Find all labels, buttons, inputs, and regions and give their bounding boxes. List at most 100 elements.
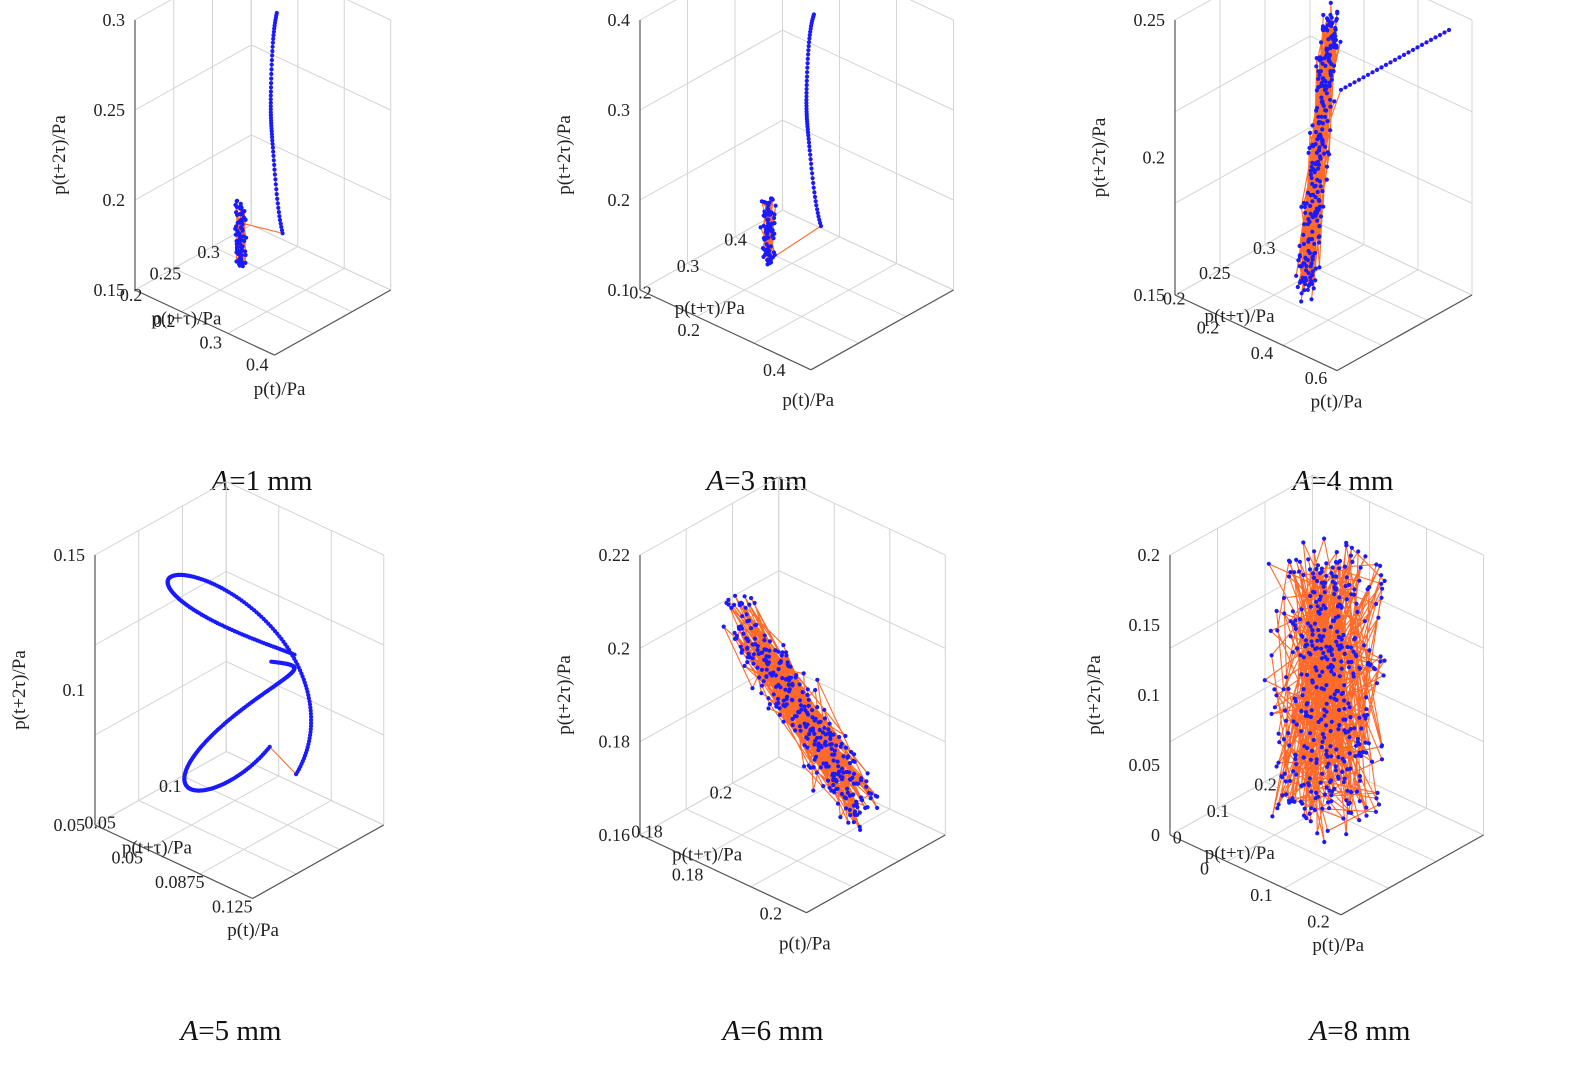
trajectory-point — [1334, 574, 1339, 579]
trajectory-point — [1336, 755, 1341, 760]
z-tick-label: 0.1 — [1138, 685, 1161, 705]
trajectory-point — [1357, 715, 1362, 720]
trajectory-point — [785, 660, 790, 665]
caption-variable: A — [705, 465, 725, 497]
trajectory-point — [804, 90, 809, 95]
trajectory-point — [1419, 42, 1425, 48]
trajectory-point — [1301, 572, 1306, 578]
trajectory-point — [1315, 563, 1321, 568]
trajectory-point — [1366, 741, 1371, 746]
trajectory-point — [1307, 811, 1312, 816]
trajectory-point — [275, 201, 280, 206]
trajectory-point — [1272, 705, 1277, 710]
trajectory-point — [765, 262, 770, 267]
trajectory-point — [831, 782, 836, 788]
trajectory-point — [771, 670, 776, 675]
trajectory-point — [1325, 16, 1330, 21]
trajectory-point — [279, 224, 284, 230]
trajectory-point — [1305, 287, 1310, 292]
trajectory-point — [742, 594, 747, 599]
trajectory-point — [1310, 272, 1315, 278]
trajectory-point — [851, 803, 857, 808]
trajectory-point — [762, 633, 767, 638]
z-tick-label: 0.1 — [63, 680, 86, 700]
trajectory-point — [801, 671, 806, 676]
trajectory-point — [1295, 284, 1300, 290]
z-tick-label: 0.2 — [608, 190, 631, 210]
trajectory-point — [1379, 573, 1384, 578]
grid-line — [227, 267, 345, 334]
trajectory-point — [790, 723, 795, 728]
trajectory-point — [1369, 759, 1375, 764]
trajectory-point — [858, 827, 863, 833]
x-tick-label: 0.2 — [760, 903, 783, 923]
y-tick-label: 0.2 — [1163, 288, 1186, 308]
trajectory-point — [1311, 575, 1317, 581]
trajectory-point — [764, 200, 769, 205]
trajectory-point — [1365, 662, 1370, 667]
trajectory-point — [1314, 599, 1319, 605]
trajectory-point — [802, 704, 807, 709]
trajectory-point — [822, 716, 828, 721]
trajectory-point — [1337, 566, 1342, 571]
trajectory-point — [783, 677, 788, 682]
trajectory-point — [848, 777, 853, 782]
trajectory-point — [1320, 806, 1325, 811]
trajectory-point — [1294, 273, 1299, 278]
trajectory-point — [1367, 648, 1372, 653]
z-tick-labels: 0.15 0.2 0.25 0.3 — [94, 10, 126, 300]
trajectory-point — [1346, 665, 1352, 670]
trajectory-point — [271, 36, 276, 42]
trajectory-point — [1316, 69, 1321, 74]
trajectory-point — [1354, 789, 1359, 794]
trajectory-point — [1294, 772, 1299, 777]
grid-line — [1283, 807, 1427, 889]
grid-line — [1219, 269, 1383, 346]
trajectory-point — [1372, 667, 1378, 672]
trajectory-point — [1442, 30, 1447, 35]
grid-line — [696, 236, 840, 318]
y-tick-label: 0.2 — [120, 285, 143, 305]
trajectory-point — [797, 682, 802, 687]
trajectory-point — [1342, 564, 1348, 569]
trajectory-point — [1376, 802, 1382, 807]
trajectory-point — [843, 806, 849, 811]
trajectory-point — [1310, 199, 1315, 204]
z-tick-label: 0 — [1151, 825, 1160, 845]
trajectory-point — [826, 727, 831, 732]
z-axis-label: p(t+2τ)/Pa — [554, 655, 575, 735]
trajectory-point — [1343, 584, 1348, 589]
trajectory-point — [1376, 615, 1381, 620]
trajectory-point — [1319, 745, 1324, 750]
trajectory-point — [1325, 53, 1330, 58]
trajectory-point — [859, 776, 864, 781]
trajectory-point — [1327, 806, 1332, 811]
trajectory-point — [1339, 666, 1344, 671]
trajectory-point — [1299, 708, 1304, 714]
trajectory-point — [806, 40, 812, 45]
trajectory-point — [1345, 788, 1350, 793]
trajectory-point — [721, 624, 726, 629]
trajectory-point — [822, 707, 827, 712]
trajectory-point — [752, 600, 757, 606]
trajectory-point — [1328, 778, 1334, 783]
trajectory-point — [745, 645, 750, 650]
trajectory-point — [269, 71, 274, 77]
trajectory-point — [269, 76, 274, 81]
z-axis-label: p(t+2τ)/Pa — [49, 115, 70, 195]
trajectory-point — [770, 197, 775, 202]
trajectory-point — [1319, 686, 1324, 691]
trajectory-point — [1347, 800, 1352, 806]
y-tick-labels: 0.2 0.25 0.3 — [1163, 238, 1276, 308]
y-tick-labels: 0.18 0.2 — [631, 783, 732, 842]
trajectory-point — [806, 52, 811, 57]
z-tick-label: 0.25 — [94, 100, 126, 120]
trajectory-point — [764, 654, 769, 659]
trajectory-point — [1306, 557, 1311, 562]
trajectory-point — [1339, 659, 1344, 664]
trajectory-point — [1305, 190, 1311, 195]
trajectory-point — [1322, 27, 1327, 32]
trajectory-point — [269, 62, 274, 67]
trajectory-point — [1329, 669, 1334, 674]
trajectory-point — [776, 649, 781, 654]
